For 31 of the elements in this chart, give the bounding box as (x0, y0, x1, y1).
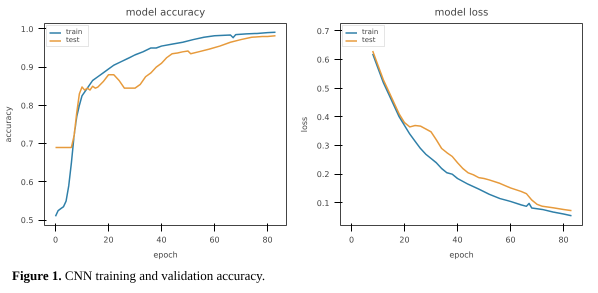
y-tick-label: 0.4 (316, 112, 330, 122)
x-tick-label: 80 (558, 236, 569, 244)
y-tick-label: 0.6 (316, 56, 330, 65)
x-axis-title: epoch (153, 250, 178, 260)
x-tick-label: 20 (103, 236, 114, 244)
caption: Figure 1. CNN training and validation accuracy. (12, 267, 266, 285)
y-tick-label: 0.6 (20, 178, 34, 187)
line-series (54, 34, 276, 148)
y-tick-label: 0.8 (20, 101, 34, 110)
x-tick-label: 60 (209, 236, 220, 244)
x-axis-title: epoch (449, 250, 474, 260)
y-axis-title: loss (300, 116, 309, 132)
x-tick-label: 80 (262, 236, 273, 244)
chart-title: model loss (434, 8, 488, 18)
y-tick-label: 0.5 (316, 84, 330, 94)
x-tick-label: 0 (348, 236, 354, 244)
y-axis-title: accuracy (4, 106, 13, 143)
chart-title: model accuracy (126, 8, 206, 18)
x-tick-label: 60 (505, 236, 516, 244)
y-tick-label: 0.3 (316, 142, 330, 151)
y-tick-label: 0.2 (316, 170, 330, 180)
y-tick-label: 0.9 (20, 63, 34, 72)
x-tick-label: 40 (156, 236, 167, 244)
x-tick-label: 0 (52, 236, 58, 244)
y-tick-label: 0.1 (316, 198, 330, 208)
y-tick-label: 1.0 (20, 24, 34, 34)
y-tick-label: 0.7 (316, 26, 330, 36)
x-tick-label: 40 (452, 236, 463, 244)
y-tick-label: 0.5 (20, 216, 34, 226)
x-tick-label: 20 (399, 236, 410, 244)
y-tick-label: 0.7 (20, 140, 34, 149)
